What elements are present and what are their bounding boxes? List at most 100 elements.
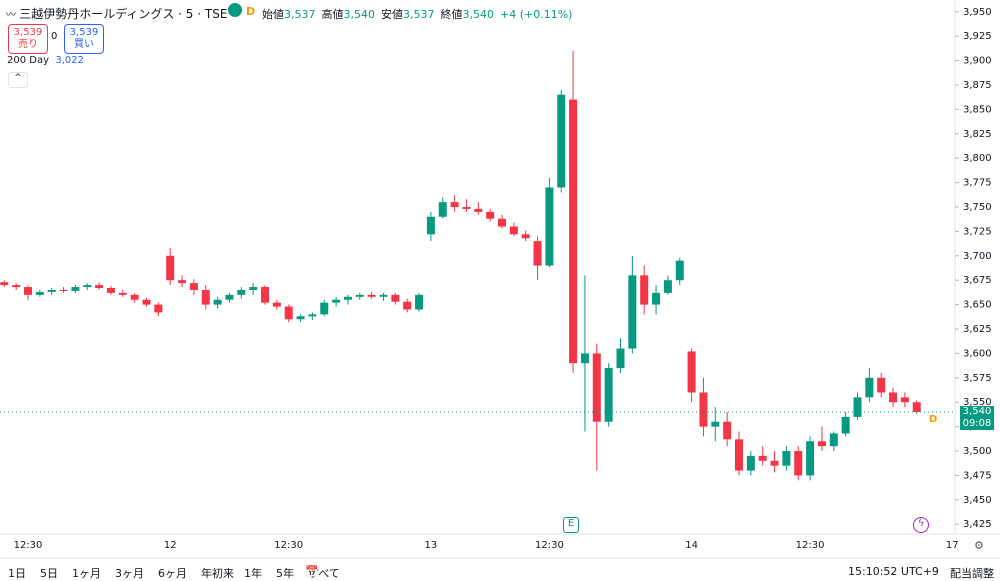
candle-body — [474, 208, 483, 212]
candle-body — [640, 275, 649, 305]
candle-body — [106, 288, 115, 293]
dividend-marker[interactable]: D — [929, 414, 938, 425]
candle-body — [509, 226, 518, 235]
range-button[interactable]: 3ヶ月 — [115, 567, 144, 580]
candle-body — [652, 292, 661, 305]
candle-body — [498, 218, 506, 227]
candle-body — [592, 353, 601, 422]
ohlc-value: 3,537 — [284, 8, 316, 21]
buy-button[interactable]: 3,539 買い — [64, 24, 104, 54]
candle-body — [426, 216, 435, 235]
candle-body — [545, 187, 554, 266]
candle-body — [355, 294, 364, 297]
candle-body — [580, 353, 589, 364]
candle-body — [118, 292, 127, 295]
candle-body — [533, 241, 542, 266]
x-tick-label: 12:30 — [535, 540, 564, 551]
candle-body — [865, 377, 874, 398]
candle-body — [462, 206, 471, 209]
range-button[interactable]: すべて — [308, 567, 340, 580]
candle-body — [379, 294, 388, 297]
x-tick-label: 12:30 — [274, 540, 303, 551]
candle-body — [438, 202, 447, 217]
y-tick-label: 3,875 — [963, 80, 992, 91]
candle-body — [675, 260, 684, 281]
candle-body — [912, 402, 921, 412]
ohlc-value: 3,540 — [462, 8, 495, 21]
candle-body — [746, 455, 755, 471]
ohlc-value: 3,540 — [343, 8, 376, 21]
candle-body — [486, 211, 495, 219]
candle-body — [628, 275, 637, 349]
candle-body — [284, 306, 293, 320]
status-dot — [228, 3, 242, 17]
candle-body — [853, 397, 862, 417]
candle-body — [213, 299, 222, 305]
candle-body — [225, 294, 234, 300]
candle-body — [770, 460, 779, 466]
x-tick-label: 14 — [685, 540, 698, 551]
candle-body — [308, 314, 317, 317]
candle-body — [332, 299, 341, 303]
candle-body — [249, 287, 258, 290]
candle-body — [782, 451, 791, 466]
candle-body — [723, 421, 732, 440]
y-tick-label: 3,800 — [963, 153, 992, 164]
range-button[interactable]: 1日 — [8, 567, 26, 580]
clock: 15:10:52 UTC+9 — [848, 565, 939, 578]
ohlc-value: 3,537 — [403, 8, 435, 21]
earnings-marker[interactable]: E — [563, 517, 579, 533]
settings-icon[interactable]: ⚙ — [974, 539, 984, 552]
candle-body — [699, 392, 708, 427]
x-tick-label: 12:30 — [14, 540, 43, 551]
symbol: 〰 三越伊勢丹ホールディングス · 5 · TSE — [6, 7, 228, 21]
badge: D — [246, 5, 256, 18]
event-marker[interactable]: ϟ — [913, 517, 929, 533]
candle-body — [758, 455, 767, 461]
ohlc-label: 安値 — [381, 8, 403, 21]
x-tick-label: 13 — [425, 540, 438, 551]
candle-body — [415, 294, 424, 310]
ohlc-label: 高値 — [321, 8, 344, 21]
candle-body — [0, 282, 9, 286]
candle-body — [71, 287, 80, 291]
candle-body — [59, 289, 68, 291]
range-button[interactable]: 6ヶ月 — [158, 567, 187, 580]
range-button[interactable]: 5日 — [40, 567, 58, 580]
ohlc-label: 始値 — [262, 8, 284, 21]
y-tick-label: 3,550 — [963, 397, 992, 408]
candle-body — [343, 296, 352, 300]
x-tick-label: 12:30 — [796, 540, 825, 551]
y-tick-label: 3,575 — [963, 373, 992, 384]
sell-label: 売り — [18, 39, 38, 50]
candle-body — [900, 397, 909, 403]
collapse-button[interactable]: ^ — [8, 72, 28, 88]
symbol-text: 三越伊勢丹ホールディングス · 5 · TSE — [19, 7, 228, 21]
ohlc: 始値3,537 高値3,540 安値3,537 終値3,540 +4 (+0.11%) — [262, 6, 572, 22]
range-button[interactable]: 1ヶ月 — [72, 567, 101, 580]
y-tick-label: 3,900 — [963, 56, 992, 67]
date-picker[interactable]: 📅 — [305, 565, 319, 578]
candle-body — [95, 285, 104, 289]
candle-body — [450, 202, 459, 207]
candle-body — [806, 441, 815, 476]
candle-body — [391, 294, 400, 302]
candle-body — [521, 234, 530, 239]
candle-body — [711, 421, 720, 427]
range-button[interactable]: 5年 — [276, 567, 294, 580]
range-button[interactable]: 年初来 — [201, 567, 234, 580]
candle-body — [557, 94, 566, 188]
sell-price: 3,539 — [13, 27, 43, 38]
candle-body — [237, 289, 246, 295]
price-tag-value: 3,540 — [962, 406, 992, 417]
candle-body — [877, 377, 886, 393]
y-tick-label: 3,750 — [963, 202, 992, 213]
candle-body — [817, 441, 826, 447]
adjust-button[interactable]: 配当調整 — [950, 567, 994, 580]
x-tick-label: 17 — [946, 540, 959, 551]
x-tick-label: 12 — [164, 540, 177, 551]
sell-button[interactable]: 3,539 売り — [8, 24, 48, 54]
indicator-name: 200 Day — [7, 55, 50, 66]
range-button[interactable]: 1年 — [244, 567, 262, 580]
